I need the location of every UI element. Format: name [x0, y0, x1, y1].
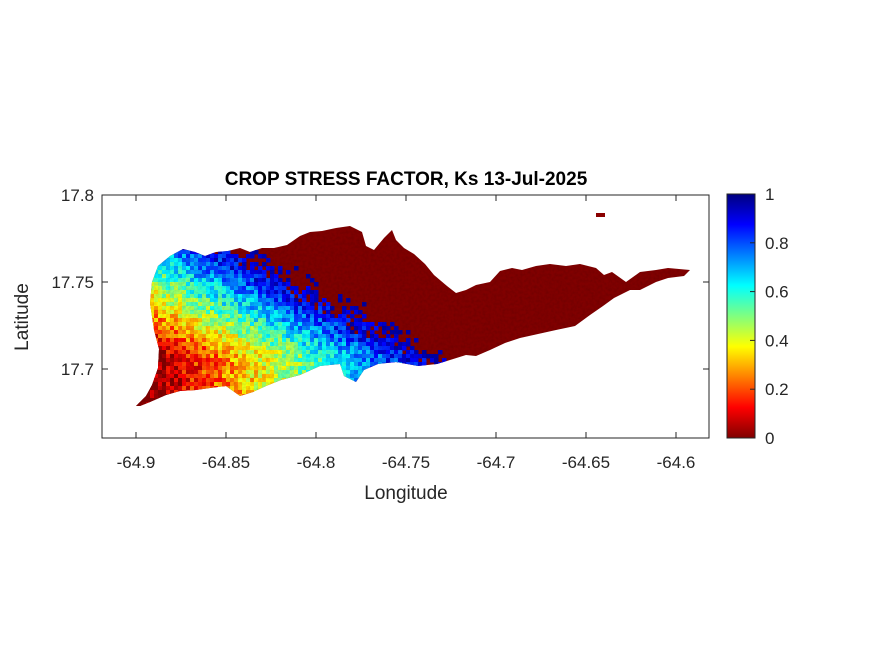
colorbar: 1 0.8 0.6 0.4 0.2 0: [726, 185, 789, 448]
colorbar-tick-label: 0.4: [765, 331, 789, 350]
colorbar-tick-label: 0.8: [765, 234, 789, 253]
colorbar-tick-label: 0.2: [765, 380, 789, 399]
x-tick-label: -64.6: [657, 453, 696, 472]
islet-marker: [596, 213, 605, 217]
colorbar-ticks: 1 0.8 0.6 0.4 0.2 0: [750, 185, 789, 448]
x-tick-label: -64.9: [117, 453, 156, 472]
y-tick-label: 17.75: [51, 273, 94, 292]
x-tick-label: -64.8: [297, 453, 336, 472]
colorbar-tick-label: 1: [765, 185, 774, 204]
y-axis-label: Latitude: [12, 283, 33, 351]
y-tick-label: 17.8: [61, 186, 94, 205]
x-tick-label: -64.75: [382, 453, 430, 472]
colorbar-tick-label: 0.6: [765, 283, 789, 302]
chart-title: CROP STRESS FACTOR, Ks 13-Jul-2025: [225, 169, 588, 190]
x-tick-label: -64.85: [202, 453, 250, 472]
colorbar-gradient: [726, 193, 756, 439]
y-axis-ticks: 17.8 17.75 17.7: [51, 186, 709, 379]
colorbar-tick-label: 0: [765, 429, 774, 448]
x-axis-ticks: -64.9 -64.85 -64.8 -64.75 -64.7 -64.65 -64.6: [117, 195, 696, 472]
x-tick-label: -64.7: [477, 453, 516, 472]
x-tick-label: -64.65: [562, 453, 610, 472]
y-tick-label: 17.7: [61, 360, 94, 379]
x-axis-label: Longitude: [364, 483, 447, 504]
